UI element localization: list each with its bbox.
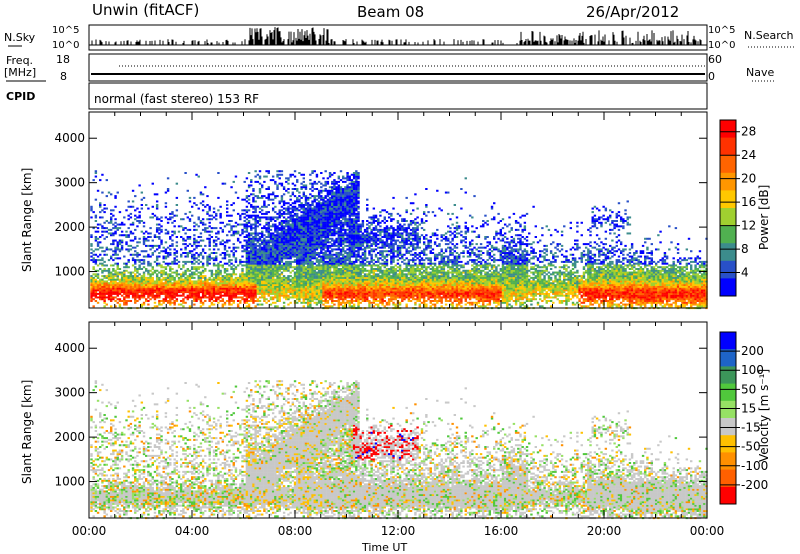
xtick-label: 04:00 [175, 524, 210, 538]
x-axis-title: Time UT [362, 541, 408, 554]
ytick-label: 4000 [54, 341, 85, 355]
colorbar-tick-label: 8 [741, 242, 749, 256]
xtick-label: 00:00 [72, 524, 107, 538]
nsky-series [89, 27, 707, 46]
xtick-label: 00:00 [690, 524, 725, 538]
header-date: 26/Apr/2012 [586, 3, 680, 21]
ytick-label: 4000 [54, 131, 85, 145]
colorbar-cell [720, 137, 736, 156]
freq-tick-bottom: 8 [60, 70, 67, 83]
colorbar-cell [720, 225, 736, 244]
colorbar-tick-label: 20 [741, 172, 756, 186]
freq-label: Freq. [6, 54, 34, 67]
nave-tick-bottom: 0 [708, 70, 715, 83]
colorbar-cell [720, 435, 736, 453]
power-colorbar-frame [719, 119, 737, 297]
colorbar-tick-label: 4 [741, 266, 749, 280]
colorbar-cell [720, 208, 736, 227]
ytick-label: 2000 [54, 220, 85, 234]
freq-unit: [MHz] [4, 66, 37, 79]
cpid-panel [88, 82, 708, 110]
header-station: Unwin (fitACF) [92, 1, 200, 19]
nsearch-tick-bottom: 10^0 [708, 40, 736, 51]
colorbar-cell [720, 278, 736, 297]
ytick-label: 2000 [54, 430, 85, 444]
velocity-colorbar-frame [719, 331, 737, 505]
nsky-tick-top: 10^5 [52, 25, 80, 36]
colorbar-cell [720, 366, 736, 385]
nave-tick-top: 60 [708, 53, 722, 66]
colorbar-tick-label: 100 [741, 363, 764, 377]
freq-panel [88, 53, 708, 82]
nsky-label: N.Sky [4, 31, 36, 44]
nsky-tick-bottom: 10^0 [52, 40, 80, 51]
colorbar-tick-label: 50 [741, 382, 756, 396]
colorbar-tick-label: 15 [741, 401, 756, 415]
colorbar-cell [720, 383, 736, 402]
xtick-label: 16:00 [484, 524, 519, 538]
colorbar-tick-label: 16 [741, 195, 756, 209]
power-colorbar [720, 120, 736, 297]
colorbar-tick-label: 200 [741, 344, 764, 358]
colorbar-tick-label: -50 [741, 440, 761, 454]
xtick-label: 08:00 [278, 524, 313, 538]
colorbar-tick-label: -200 [741, 478, 768, 492]
ticks [6, 45, 796, 518]
xtick-label: 20:00 [587, 524, 622, 538]
freq-series [91, 65, 705, 75]
colorbar-cell [720, 469, 736, 488]
colorbar-cell [720, 172, 736, 191]
colorbar-cell [720, 155, 736, 174]
colorbar-cell [720, 332, 736, 350]
ytick-label: 3000 [54, 176, 85, 190]
colorbar-cell [720, 486, 736, 505]
colorbar-tick-label: 28 [741, 125, 756, 139]
xtick-label: 12:00 [381, 524, 416, 538]
colorbar-tick-label: -15 [741, 421, 761, 435]
data-layer [89, 27, 736, 520]
colorbar-cell [720, 243, 736, 262]
velocity-colorbar [720, 332, 736, 505]
nsearch-tick-top: 10^5 [708, 25, 736, 36]
nsearch-label: N.Search [744, 29, 794, 42]
colorbar-cell [720, 349, 736, 367]
ytick-label: 1000 [54, 265, 85, 279]
tick-labels: 1000 2000 3000 4000 1000 2000 3000 4000 00:00 04:… [54, 125, 768, 538]
power-scatter [90, 170, 708, 310]
ytick-label: 1000 [54, 475, 85, 489]
colorbar-cell [720, 260, 736, 279]
colorbar-tick-label: 24 [741, 148, 756, 162]
nave-label: Nave [746, 66, 775, 79]
colorbar-tick-label: 12 [741, 219, 756, 233]
colorbar-cell [720, 190, 736, 209]
ytick-label: 3000 [54, 386, 85, 400]
colorbar-cell [720, 452, 736, 471]
colorbar-tick-label: -100 [741, 459, 768, 473]
nsky-panel [88, 24, 708, 51]
velocity-scatter [90, 380, 708, 520]
cpid-label: CPID [6, 90, 36, 103]
header-beam: Beam 08 [357, 3, 425, 21]
colorbar-cell [720, 418, 736, 436]
colorbar-cell [720, 400, 736, 419]
freq-tick-top: 18 [56, 53, 70, 66]
colorbar-cell [720, 120, 736, 139]
mode-text: normal (fast stereo) 153 RF [94, 92, 260, 106]
